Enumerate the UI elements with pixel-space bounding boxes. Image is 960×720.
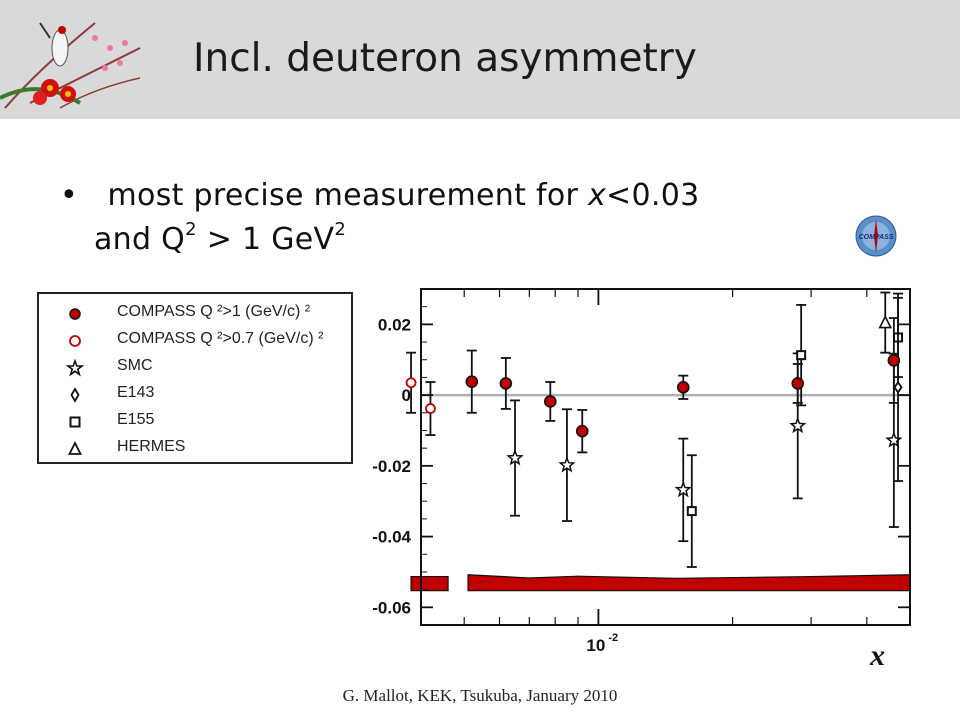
plot-area: 0.02 0 -0.02 -0.04 -0.06 10 -2 x [372,288,911,672]
asymmetry-chart: 0.02 0 -0.02 -0.04 -0.06 10 -2 x [372,288,911,672]
compass-q2-gt1-point [465,375,479,388]
compass-logo-icon: COMPASS [855,215,897,257]
bullet-marker: • [60,178,78,213]
y-tick-label: -0.02 [372,457,411,476]
smc-point [506,449,524,466]
compass-q2-gt1-point [543,395,557,408]
compass-q2-gt1-point [791,377,805,390]
star-marker-icon [65,358,85,377]
legend-item: SMC [39,356,349,380]
legend-item: E143 [39,383,349,407]
e155-point [686,506,697,517]
e143-point [893,380,903,394]
plot-frame [420,288,911,626]
compass-q2-gt1-point [676,381,690,394]
compass-q2-gt07-point [405,377,417,389]
legend-label: E155 [117,411,155,428]
compass-q2-gt1-point [575,424,589,438]
bullet-q-prefix: and Q [94,222,186,257]
crane-flower-ornament-icon [0,22,141,109]
y-tick-label: -0.04 [372,528,411,547]
compass-q2-gt1-point [887,354,901,367]
legend-label: COMPASS Q ²>1 (GeV/c) ² [117,303,311,320]
slide-title: Incl. deuteron asymmetry [193,36,697,81]
smc-point [558,455,576,473]
bullet-text-prefix: most precise measurement for [107,178,588,213]
smc-point [789,416,807,434]
legend-label: E143 [117,384,155,401]
compass-q2-gt07-point [425,403,436,414]
bullet-q-superscript: 2 [185,219,197,240]
bullet-item: • most precise measurement for x<0.03 [60,178,699,213]
legend-item: HERMES [39,437,349,461]
compass-q2-gt1-point [499,377,513,390]
x-tick-label: 10 [586,636,605,655]
legend-label: COMPASS Q ²>0.7 (GeV/c) ² [117,330,324,347]
open-triangle-marker-icon [68,440,82,455]
legend-item: E155 [39,410,349,434]
bullet-item-continuation: and Q2 > 1 GeV2 [94,219,347,257]
filled-circle-marker-icon [69,308,81,320]
hermes-point [878,314,893,329]
y-tick-label: 0 [402,386,411,405]
chart-legend: COMPASS Q ²>1 (GeV/c) ² COMPASS Q ²>0.7 … [37,292,353,464]
x-axis-label: x [869,639,885,672]
bullet-text-suffix: <0.03 [606,178,700,213]
bullet-gev-text: > 1 GeV [196,222,335,257]
y-tick-label: -0.06 [372,598,411,617]
legend-label: HERMES [117,438,186,455]
bullet-variable-x: x [587,178,607,213]
systematic-error-band [410,575,449,592]
compass-logo-text: COMPASS [859,234,894,241]
slide-header: Incl. deuteron asymmetry [0,0,960,119]
diamond-marker-icon [70,387,80,403]
y-tick-label: 0.02 [378,315,411,334]
open-square-marker-icon [69,416,81,428]
e155-point [796,350,807,361]
legend-label: SMC [117,357,153,374]
smc-point [674,480,692,498]
bullet-gev-superscript: 2 [334,219,347,240]
systematic-error-band [467,574,911,592]
slide-footer: G. Mallot, KEK, Tsukuba, January 2010 [342,686,618,705]
open-circle-marker-icon [69,335,81,347]
x-tick-label-exponent: -2 [608,632,618,644]
legend-item: COMPASS Q ²>0.7 (GeV/c) ² [39,329,349,353]
legend-item: COMPASS Q ²>1 (GeV/c) ² [39,302,349,326]
